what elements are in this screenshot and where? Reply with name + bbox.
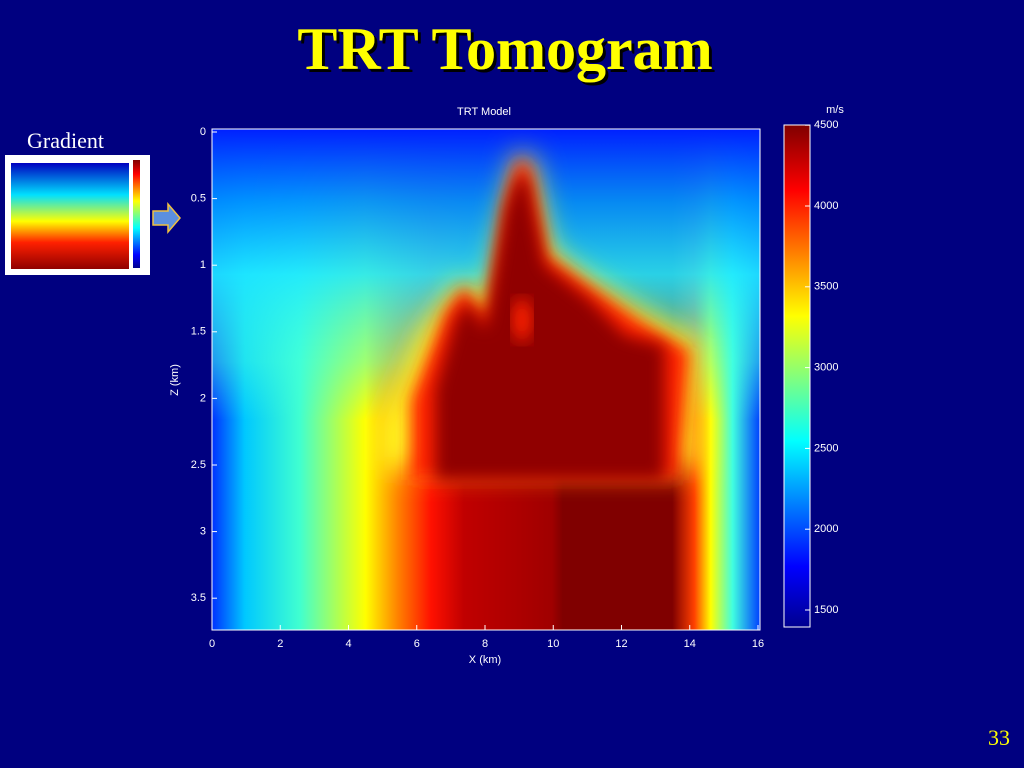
x-axis-label: X (km) <box>469 654 501 666</box>
y-tick-label: 3 <box>200 526 206 538</box>
colorbar <box>783 124 811 628</box>
colorbar-tick-label: 2000 <box>814 523 838 535</box>
arrow <box>152 201 181 235</box>
plot-frame <box>211 128 761 631</box>
thumbnail-label: Gradient <box>27 128 104 153</box>
y-tick-label: 2.5 <box>191 459 206 471</box>
x-tick-label: 8 <box>482 638 488 650</box>
x-tick-label: 16 <box>752 638 764 650</box>
y-tick-label: 2 <box>200 392 206 404</box>
heatmap <box>212 129 760 630</box>
ticks: 0 2 4 6 8 10 12 14 16 0 0.5 1 1.5 2 2.5 3 3.5 1500 2000 250… <box>191 119 839 650</box>
colorbar-tick-label: 4000 <box>814 200 838 212</box>
y-tick-label: 3.5 <box>191 592 206 604</box>
x-tick-label: 2 <box>277 638 283 650</box>
x-tick-label: 4 <box>345 638 351 650</box>
x-tick-label: 0 <box>209 638 215 650</box>
colorbar-tick-label: 3500 <box>814 281 838 293</box>
page-number: 33 <box>988 725 1010 750</box>
thumbnail-colorbar <box>133 160 140 268</box>
colorbar-tick-label: 1500 <box>814 604 838 616</box>
slide-title: TRT Tomogram <box>297 16 712 82</box>
colorbar-tick-label: 3000 <box>814 362 838 374</box>
colorbar-tick-label: 4500 <box>814 119 838 131</box>
x-tick-label: 12 <box>615 638 627 650</box>
x-tick-label: 14 <box>684 638 696 650</box>
x-tick-label: 10 <box>547 638 559 650</box>
y-axis-label: Z (km) <box>169 364 181 396</box>
x-tick-label: 6 <box>414 638 420 650</box>
colorbar-unit: m/s <box>826 104 844 116</box>
colorbar-tick-label: 2500 <box>814 442 838 454</box>
y-tick-label: 0.5 <box>191 193 206 205</box>
y-tick-label: 0 <box>200 126 206 138</box>
y-tick-label: 1 <box>200 259 206 271</box>
y-tick-label: 1.5 <box>191 326 206 338</box>
thumbnail-image <box>11 163 129 269</box>
plot-title: TRT Model <box>457 106 511 118</box>
